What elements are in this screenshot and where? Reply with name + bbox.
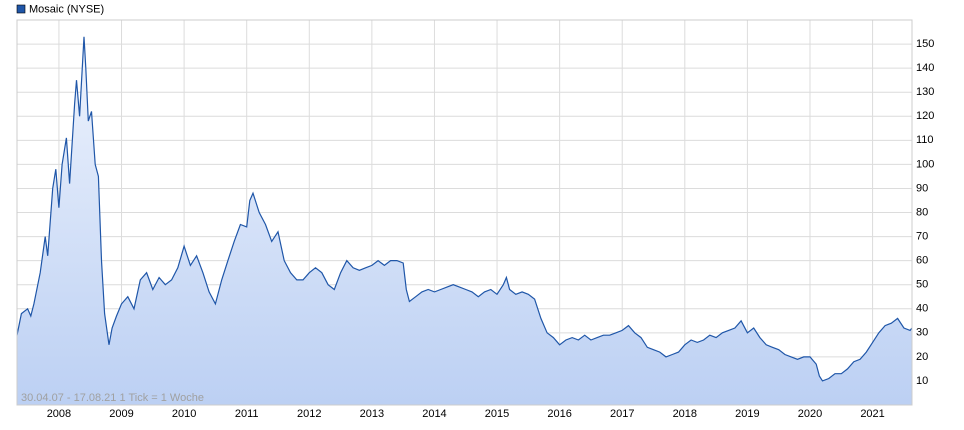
y-tick-label: 30 bbox=[916, 327, 928, 339]
y-tick-label: 150 bbox=[916, 38, 934, 50]
y-tick-label: 20 bbox=[916, 351, 928, 363]
legend-swatch bbox=[16, 4, 26, 14]
y-tick-label: 40 bbox=[916, 303, 928, 315]
x-tick-label: 2011 bbox=[235, 408, 259, 420]
x-tick-label: 2017 bbox=[610, 408, 634, 420]
x-tick-label: 2020 bbox=[798, 408, 822, 420]
y-tick-label: 140 bbox=[916, 62, 934, 74]
x-tick-label: 2008 bbox=[47, 408, 71, 420]
x-tick-label: 2010 bbox=[172, 408, 196, 420]
plot-border bbox=[16, 19, 913, 406]
y-tick-label: 10 bbox=[916, 375, 928, 387]
y-tick-label: 70 bbox=[916, 230, 928, 242]
x-tick-label: 2014 bbox=[422, 408, 446, 420]
x-tick-label: 2013 bbox=[360, 408, 384, 420]
y-tick-label: 120 bbox=[916, 110, 934, 122]
y-tick-label: 90 bbox=[916, 182, 928, 194]
legend-label: Mosaic (NYSE) bbox=[29, 3, 104, 15]
line bbox=[16, 36, 913, 382]
y-tick-label: 60 bbox=[916, 255, 928, 267]
y-tick-label: 110 bbox=[916, 134, 934, 146]
x-tick-label: 2015 bbox=[485, 408, 509, 420]
x-tick-label: 2012 bbox=[297, 408, 321, 420]
area bbox=[17, 36, 912, 406]
y-tick-label: 50 bbox=[916, 279, 928, 291]
x-tick-label: 2019 bbox=[735, 408, 759, 420]
x-tick-label: 2021 bbox=[860, 408, 884, 420]
y-tick-label: 100 bbox=[916, 158, 934, 170]
x-tick-label: 2016 bbox=[547, 408, 571, 420]
x-tick-label: 2009 bbox=[109, 408, 133, 420]
annotation: 30.04.07 - 17.08.21 1 Tick = 1 Woche bbox=[21, 392, 204, 404]
x-tick-label: 2018 bbox=[673, 408, 697, 420]
y-tick-label: 80 bbox=[916, 206, 928, 218]
y-tick-label: 130 bbox=[916, 86, 934, 98]
